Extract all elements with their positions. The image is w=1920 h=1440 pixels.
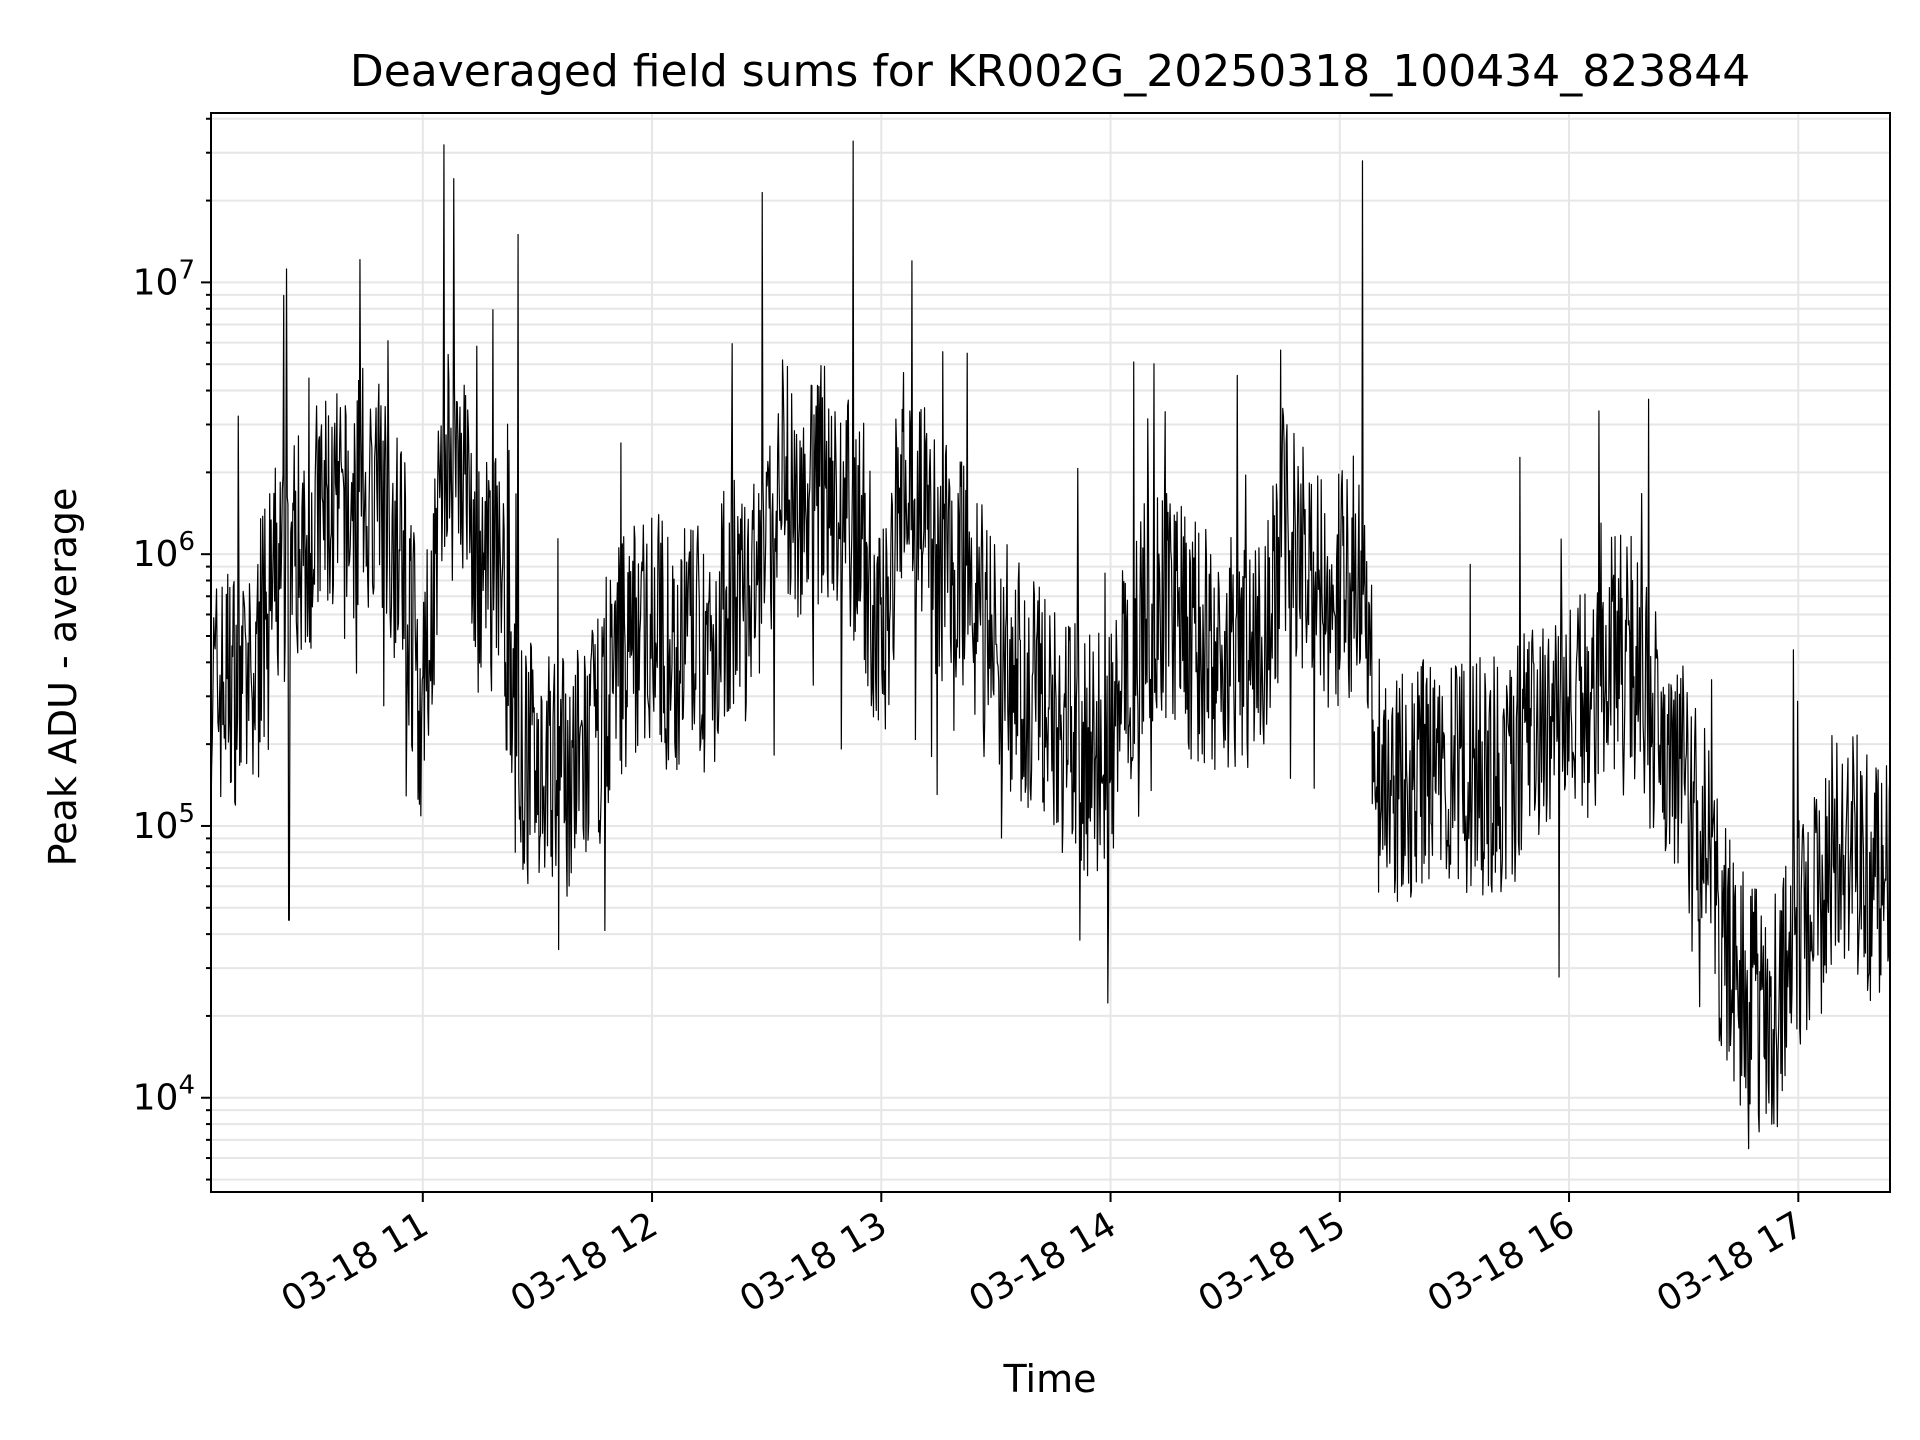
y-axis-label: Peak ADU - average (41, 488, 85, 867)
y-tick-label: 105 (133, 799, 195, 847)
plot-frame (210, 112, 1891, 1193)
x-axis-label: Time (1003, 1357, 1097, 1401)
series-layer (210, 140, 1891, 1150)
chart-title: Deaveraged field sums for KR002G_2025031… (350, 46, 1750, 97)
y-tick-label: 107 (133, 255, 195, 303)
y-tick-label: 104 (133, 1071, 195, 1119)
y-tick-label: 106 (133, 527, 195, 575)
series-line (210, 140, 1891, 1150)
